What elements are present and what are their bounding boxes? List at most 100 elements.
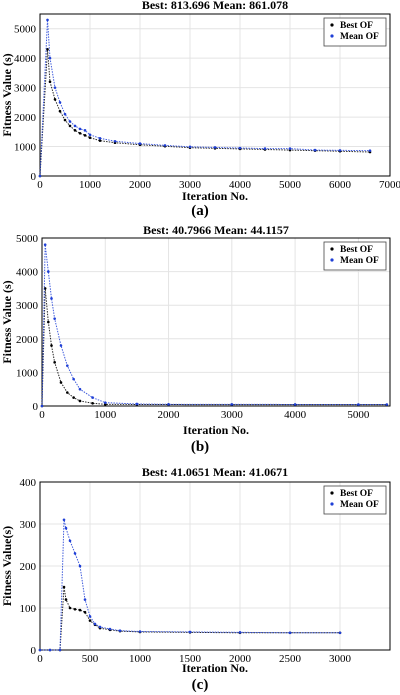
y-tick-label: 1000: [16, 367, 39, 379]
data-point: [88, 619, 92, 622]
data-point: [103, 401, 107, 404]
data-point: [78, 608, 82, 612]
data-point: [64, 598, 68, 601]
data-point: [288, 631, 292, 635]
x-tick-label: 7000: [379, 179, 400, 191]
x-tick-label: 2000: [229, 653, 252, 665]
plot-area: [39, 13, 391, 177]
legend-marker: [330, 34, 334, 38]
data-point: [293, 403, 297, 406]
data-point: [53, 98, 57, 101]
chart-title: Best: 40.7966 Mean: 44.1157: [143, 223, 289, 237]
x-axis-label: Iteration No.: [182, 661, 248, 675]
legend-label: Mean OF: [340, 500, 379, 510]
data-point: [40, 404, 44, 408]
data-point: [59, 381, 63, 384]
data-point: [167, 403, 170, 406]
data-point: [73, 124, 77, 128]
data-point: [78, 131, 82, 135]
data-point: [138, 630, 142, 633]
data-point: [238, 146, 242, 150]
legend-marker: [330, 258, 334, 262]
data-point: [62, 585, 66, 589]
data-point: [68, 606, 72, 610]
x-tick-label: 0: [37, 653, 43, 665]
data-point: [48, 648, 52, 652]
data-point: [163, 144, 167, 147]
panel-c: Best: 41.0651 Mean: 41.0671 0 500 1000 1500 2…: [0, 458, 400, 695]
data-point: [59, 344, 63, 347]
series-line-best-of: [41, 288, 387, 407]
y-axis-label: Fitness Value (s): [0, 53, 14, 136]
chart-title: Best: 41.0651 Mean: 41.0671: [142, 465, 288, 479]
data-point: [66, 391, 69, 394]
data-point: [72, 396, 75, 399]
data-point: [338, 631, 342, 635]
data-point: [48, 56, 52, 60]
data-point: [63, 112, 67, 116]
x-axis-label: Iteration No.: [183, 423, 249, 437]
x-tick-label: 1000: [79, 179, 102, 191]
legend: [323, 485, 387, 515]
data-point: [98, 139, 102, 142]
x-tick-label: 0: [37, 179, 43, 191]
data-point: [68, 124, 72, 128]
x-tick-label: 3000: [221, 409, 244, 421]
data-point: [83, 598, 87, 601]
data-point: [78, 127, 82, 131]
chart-title: Best: 813.696 Mean: 861.078: [142, 0, 288, 12]
data-point: [64, 526, 68, 530]
x-tick-label: 2000: [158, 409, 181, 421]
legend-marker: [330, 502, 334, 506]
y-tick-label: 0: [33, 401, 39, 413]
data-point: [213, 146, 217, 149]
data-point: [113, 139, 117, 143]
data-point: [135, 402, 139, 406]
y-tick-label: 2000: [16, 334, 39, 346]
legend-label: Mean OF: [340, 256, 379, 266]
chart-b: Best: 40.7966 Mean: 44.1157 0 1000 2000 3000…: [0, 223, 391, 437]
legend: [323, 17, 387, 47]
legend-label: Mean OF: [340, 32, 379, 42]
data-point: [188, 145, 192, 149]
y-axis-label: Fitness Value (s): [0, 280, 14, 363]
data-point: [63, 118, 67, 122]
data-point: [62, 518, 66, 522]
x-tick-label: 4000: [284, 409, 307, 421]
data-point: [230, 403, 234, 406]
x-tick-label: 500: [82, 653, 99, 665]
data-point: [98, 625, 102, 629]
legend-label: Best OF: [340, 489, 373, 499]
y-tick-label: 4000: [16, 267, 39, 279]
data-point: [46, 18, 49, 22]
data-point: [53, 317, 56, 320]
data-point: [58, 101, 62, 104]
caption-b: (b): [190, 439, 210, 455]
y-tick-label: 400: [20, 477, 37, 489]
data-point: [93, 622, 97, 626]
y-tick-label: 1000: [14, 142, 37, 154]
data-point: [91, 396, 94, 399]
data-point: [78, 399, 82, 403]
legend-label: Best OF: [340, 21, 373, 31]
data-point: [43, 243, 47, 247]
y-tick-label: 3000: [14, 83, 37, 95]
x-tick-label: 0: [39, 409, 45, 421]
data-point: [385, 403, 389, 406]
data-point: [368, 149, 372, 152]
data-point: [68, 539, 72, 543]
data-point: [50, 344, 53, 347]
series-line-mean-of: [39, 19, 371, 177]
y-tick-label: 5000: [14, 24, 37, 36]
data-point: [38, 174, 42, 178]
caption-c: (c): [191, 677, 209, 693]
legend: [323, 241, 387, 271]
x-tick-label: 1000: [94, 409, 117, 421]
series-line-best-of: [39, 49, 371, 177]
legend-label: Best OF: [340, 245, 373, 255]
y-tick-label: 3000: [16, 300, 39, 312]
y-tick-label: 300: [20, 519, 37, 531]
y-axis-label: Fitness Value(s): [0, 526, 14, 606]
x-tick-label: 1000: [129, 653, 152, 665]
